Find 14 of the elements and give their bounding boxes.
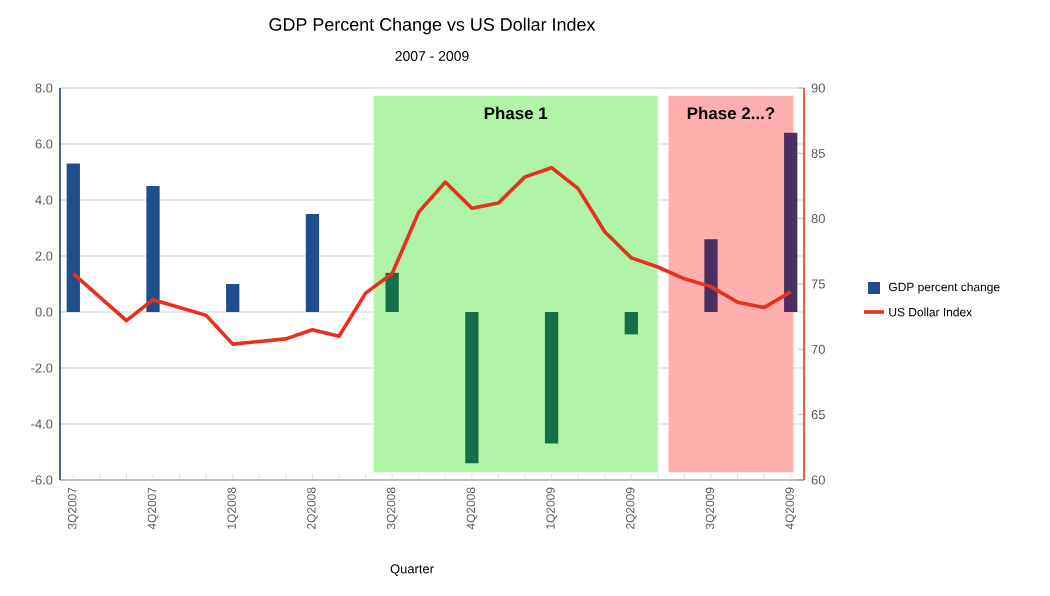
line-series [71,165,793,346]
bar [66,163,80,313]
bar [784,132,798,313]
bar [544,312,559,444]
bar [385,272,399,313]
bar [465,312,479,464]
bar [305,214,320,313]
bar [146,186,160,313]
bar [704,239,718,313]
annotation: Phase 2...? [687,106,775,120]
chart-title: GDP Percent Change vs US Dollar Index [269,17,596,35]
bar [624,312,638,335]
bar [226,284,240,313]
annotation: Phase 1 [484,106,548,120]
